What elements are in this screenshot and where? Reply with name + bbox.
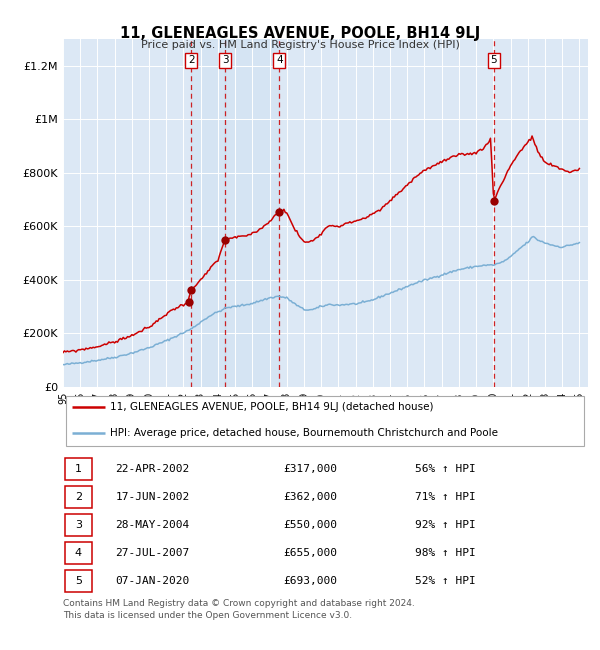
Text: 3: 3 bbox=[221, 55, 228, 66]
Text: 98% ↑ HPI: 98% ↑ HPI bbox=[415, 548, 476, 558]
Text: 07-JAN-2020: 07-JAN-2020 bbox=[115, 576, 190, 586]
Text: 52% ↑ HPI: 52% ↑ HPI bbox=[415, 576, 476, 586]
Text: 27-JUL-2007: 27-JUL-2007 bbox=[115, 548, 190, 558]
Text: £655,000: £655,000 bbox=[284, 548, 337, 558]
Bar bbox=[225, 39, 280, 387]
FancyBboxPatch shape bbox=[65, 570, 92, 592]
Text: 22-APR-2002: 22-APR-2002 bbox=[115, 464, 190, 474]
Text: 3: 3 bbox=[75, 520, 82, 530]
FancyBboxPatch shape bbox=[65, 514, 92, 536]
Text: £550,000: £550,000 bbox=[284, 520, 337, 530]
Text: 4: 4 bbox=[74, 548, 82, 558]
FancyBboxPatch shape bbox=[65, 542, 92, 564]
Text: Contains HM Land Registry data © Crown copyright and database right 2024.: Contains HM Land Registry data © Crown c… bbox=[63, 599, 415, 608]
Text: 71% ↑ HPI: 71% ↑ HPI bbox=[415, 492, 476, 502]
Text: 92% ↑ HPI: 92% ↑ HPI bbox=[415, 520, 476, 530]
Text: HPI: Average price, detached house, Bournemouth Christchurch and Poole: HPI: Average price, detached house, Bour… bbox=[110, 428, 498, 438]
FancyBboxPatch shape bbox=[65, 396, 584, 446]
Bar bbox=[191, 39, 225, 387]
Text: 11, GLENEAGLES AVENUE, POOLE, BH14 9LJ: 11, GLENEAGLES AVENUE, POOLE, BH14 9LJ bbox=[120, 26, 480, 41]
Text: £362,000: £362,000 bbox=[284, 492, 337, 502]
Text: 5: 5 bbox=[490, 55, 497, 66]
Text: 11, GLENEAGLES AVENUE, POOLE, BH14 9LJ (detached house): 11, GLENEAGLES AVENUE, POOLE, BH14 9LJ (… bbox=[110, 402, 434, 412]
Text: 2: 2 bbox=[74, 492, 82, 502]
Text: £693,000: £693,000 bbox=[284, 576, 337, 586]
Text: 28-MAY-2004: 28-MAY-2004 bbox=[115, 520, 190, 530]
Text: 56% ↑ HPI: 56% ↑ HPI bbox=[415, 464, 476, 474]
Text: 1: 1 bbox=[75, 464, 82, 474]
Text: This data is licensed under the Open Government Licence v3.0.: This data is licensed under the Open Gov… bbox=[63, 611, 352, 620]
Text: 4: 4 bbox=[276, 55, 283, 66]
FancyBboxPatch shape bbox=[65, 458, 92, 480]
Text: 17-JUN-2002: 17-JUN-2002 bbox=[115, 492, 190, 502]
FancyBboxPatch shape bbox=[65, 486, 92, 508]
Text: 2: 2 bbox=[188, 55, 195, 66]
Text: £317,000: £317,000 bbox=[284, 464, 337, 474]
Text: Price paid vs. HM Land Registry's House Price Index (HPI): Price paid vs. HM Land Registry's House … bbox=[140, 40, 460, 50]
Text: 5: 5 bbox=[75, 576, 82, 586]
